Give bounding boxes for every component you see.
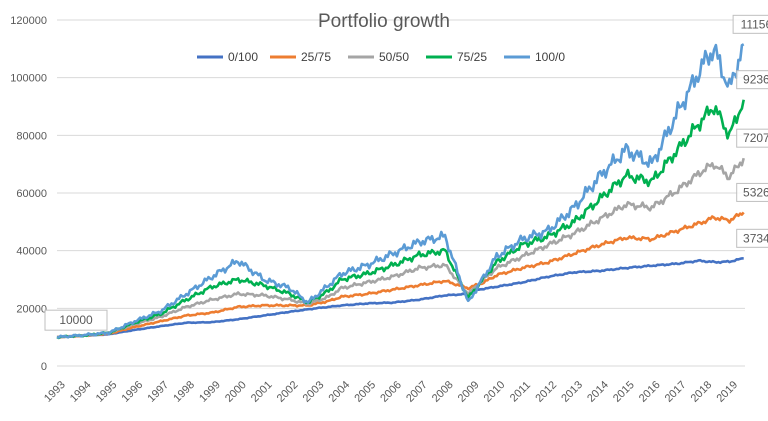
end-label-text: 92364 xyxy=(743,73,768,87)
y-tick-label: 100000 xyxy=(10,73,47,85)
start-label-text: 10000 xyxy=(59,313,93,327)
end-label-100-0: 111561 xyxy=(732,14,768,34)
chart-title: Portfolio growth xyxy=(318,11,450,32)
legend-label: 25/75 xyxy=(301,50,331,64)
legend-item-0-100[interactable]: 0/100 xyxy=(197,50,258,64)
y-tick-label: 120000 xyxy=(10,15,47,27)
end-label-box xyxy=(732,14,768,34)
end-label-box xyxy=(736,70,768,90)
end-label-box xyxy=(736,182,768,202)
series-line-0-100 xyxy=(56,257,744,339)
series-line-50-50 xyxy=(56,157,745,339)
series-line-25-75 xyxy=(57,211,745,339)
legend-label: 75/25 xyxy=(457,50,487,64)
legend-item-100-0[interactable]: 100/0 xyxy=(504,50,565,64)
end-label-50-50: 72078 xyxy=(736,128,768,148)
legend-item-50-50[interactable]: 50/50 xyxy=(348,50,409,64)
legend: 0/100 25/75 50/50 75/25 100/0 xyxy=(197,50,565,64)
end-label-text: 111561 xyxy=(741,17,768,31)
end-label-text: 53265 xyxy=(743,185,768,199)
end-label-box xyxy=(736,128,768,148)
data-labels: 37347 53265 72078 92364 111561 10000 xyxy=(44,14,768,331)
end-label-box xyxy=(736,228,768,248)
series-line-75-25 xyxy=(56,99,745,340)
end-label-75-25: 92364 xyxy=(736,70,768,90)
series-line-100-0 xyxy=(56,43,745,339)
start-label: 10000 xyxy=(44,309,108,331)
legend-label: 50/50 xyxy=(379,50,409,64)
series-lines xyxy=(56,43,745,340)
start-label-box xyxy=(44,309,108,331)
legend-item-75-25[interactable]: 75/25 xyxy=(426,50,487,64)
y-tick-label: 0 xyxy=(41,361,47,373)
y-tick-label: 20000 xyxy=(16,303,47,315)
end-label-text: 72078 xyxy=(743,131,768,145)
legend-label: 0/100 xyxy=(228,50,258,64)
end-label-text: 37347 xyxy=(743,231,768,245)
y-tick-label: 60000 xyxy=(16,188,47,200)
legend-item-25-75[interactable]: 25/75 xyxy=(270,50,331,64)
y-axis-ticks: 0 20000 40000 60000 80000 100000 120000 xyxy=(10,15,47,373)
legend-label: 100/0 xyxy=(535,50,565,64)
y-tick-label: 40000 xyxy=(16,246,47,258)
y-tick-label: 80000 xyxy=(16,130,47,142)
end-label-25-75: 53265 xyxy=(736,182,768,202)
end-label-0-100: 37347 xyxy=(736,228,768,248)
